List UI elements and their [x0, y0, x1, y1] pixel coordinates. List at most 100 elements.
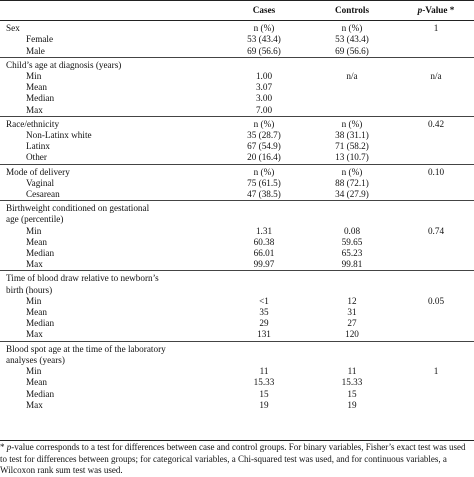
header-blank — [0, 0, 222, 22]
row-cases-value: 60.38 — [253, 236, 275, 247]
row-pvalue: 0.05 — [427, 295, 445, 306]
row-label: Cesarean — [26, 189, 60, 200]
row-label: Median — [26, 318, 55, 329]
section-pvalue: 0.10 — [398, 163, 474, 178]
row-controls-value: 27 — [347, 318, 357, 329]
row-label: Female — [26, 34, 54, 45]
row-label: Min — [26, 71, 42, 82]
section-label: Sex — [6, 23, 20, 34]
row-cases-value: 3.00 — [255, 93, 273, 104]
section-controls-unit: n (%) — [306, 115, 398, 131]
table-row: Other 20 (16.4) 13 (10.7) — [0, 152, 474, 164]
table-row: Mean 35 31 — [0, 307, 474, 318]
row-label: Max — [26, 259, 43, 270]
table-row: Cesarean 47 (38.5) 34 (27.9) — [0, 189, 474, 201]
row-controls-value: 88 (72.1) — [335, 177, 369, 188]
footnote-p: p — [6, 442, 12, 452]
section-header-row: Race/ethnicity n (%) n (%) 0.42 — [0, 115, 474, 131]
table-header-row: Cases Controls p-Value * — [0, 0, 474, 22]
row-pvalue — [398, 329, 474, 341]
row-pvalue: 0.74 — [427, 225, 445, 236]
row-controls-value: 120 — [345, 329, 359, 340]
row-label: Non-Latinx white — [26, 130, 92, 141]
section-cases-unit — [222, 340, 306, 367]
row-pvalue — [398, 82, 474, 93]
row-label: Male — [26, 45, 45, 56]
row-controls-value: 11 — [347, 366, 357, 377]
row-label: Mean — [26, 82, 47, 93]
table-row: Min <1 12 0.05 — [0, 296, 474, 307]
row-label: Median — [26, 93, 55, 104]
table-row: Median 15 15 — [0, 389, 474, 400]
section-pvalue — [398, 200, 474, 226]
section-cases-unit: n (%) — [222, 163, 306, 178]
row-label: Latinx — [26, 141, 50, 152]
row-controls-value: 15.33 — [341, 377, 363, 388]
row-pvalue — [398, 152, 474, 164]
section-cases-unit — [222, 200, 306, 226]
row-pvalue: n/a — [430, 71, 442, 82]
row-controls-value: 0.08 — [343, 225, 361, 236]
row-controls-value: 34 (27.9) — [335, 189, 369, 200]
row-cases-value: 15.33 — [253, 377, 275, 388]
footnote-text: -value corresponds to a test for differe… — [0, 442, 466, 475]
section-pvalue — [398, 270, 474, 296]
section-label: Blood spot age at the time of the labora… — [0, 340, 222, 367]
row-pvalue — [398, 93, 474, 104]
section-header-row: Sex n (%) n (%) 1 — [0, 21, 474, 35]
row-label: Min — [26, 366, 42, 377]
row-cases-value: 1.00 — [255, 71, 273, 82]
row-controls-value: 31 — [347, 307, 357, 318]
row-cases-value: 99.97 — [253, 259, 275, 270]
section-header-row: Time of blood draw relative to newborn’s… — [0, 270, 474, 296]
row-cases-value: 11 — [259, 366, 269, 377]
section-label: Child’s age at diagnosis (years) — [0, 56, 222, 72]
row-label: Median — [26, 388, 55, 399]
row-pvalue — [398, 46, 474, 58]
row-controls-value: 65.23 — [341, 248, 363, 259]
row-controls-value — [306, 82, 398, 93]
row-pvalue — [398, 248, 474, 259]
table-row: Median 29 27 — [0, 318, 474, 329]
table-row: Min 11 11 1 — [0, 366, 474, 377]
row-pvalue — [398, 34, 474, 45]
section-pvalue — [398, 340, 474, 367]
row-controls-value: 99.81 — [341, 259, 363, 270]
table-footnote: * p-value corresponds to a test for diff… — [0, 440, 474, 477]
row-controls-value: 19 — [347, 399, 357, 410]
row-pvalue — [398, 237, 474, 248]
row-pvalue — [398, 307, 474, 318]
section-header-row: Mode of delivery n (%) n (%) 0.10 — [0, 163, 474, 178]
row-cases-value: 35 (28.7) — [247, 130, 281, 141]
row-cases-value: 67 (54.9) — [247, 141, 281, 152]
row-label: Vaginal — [26, 177, 55, 188]
table-row: Male 69 (56.6) 69 (56.6) — [0, 46, 474, 58]
row-label: Other — [26, 152, 47, 163]
row-controls-value: 53 (43.4) — [335, 34, 369, 45]
row-label: Max — [26, 399, 43, 410]
row-controls-value — [306, 105, 398, 117]
section-header-row: Blood spot age at the time of the labora… — [0, 340, 474, 367]
table-row: Max 19 19 — [0, 400, 474, 411]
section-label: Birthweight conditioned on gestational ag… — [0, 200, 222, 226]
header-controls: Controls — [306, 0, 398, 22]
section-controls-unit: n (%) — [341, 23, 363, 34]
row-pvalue — [398, 130, 474, 141]
row-label: Min — [26, 295, 42, 306]
row-cases-value: <1 — [259, 295, 269, 306]
row-label: Min — [26, 225, 42, 236]
row-label: Max — [26, 104, 43, 115]
section-label: Race/ethnicity — [0, 115, 222, 131]
row-pvalue: 1 — [433, 366, 439, 377]
table-row: Female 53 (43.4) 53 (43.4) — [0, 34, 474, 45]
row-pvalue — [398, 400, 474, 411]
row-pvalue — [398, 189, 474, 201]
section-label: Mode of delivery — [0, 163, 222, 178]
row-cases-value: 47 (38.5) — [247, 189, 281, 200]
section-controls-unit — [306, 340, 398, 367]
row-controls-value: 15 — [347, 388, 357, 399]
table-row: Mean 60.38 59.65 — [0, 237, 474, 248]
table-row: Max 131 120 — [0, 329, 474, 341]
row-cases-value: 29 — [259, 318, 269, 329]
